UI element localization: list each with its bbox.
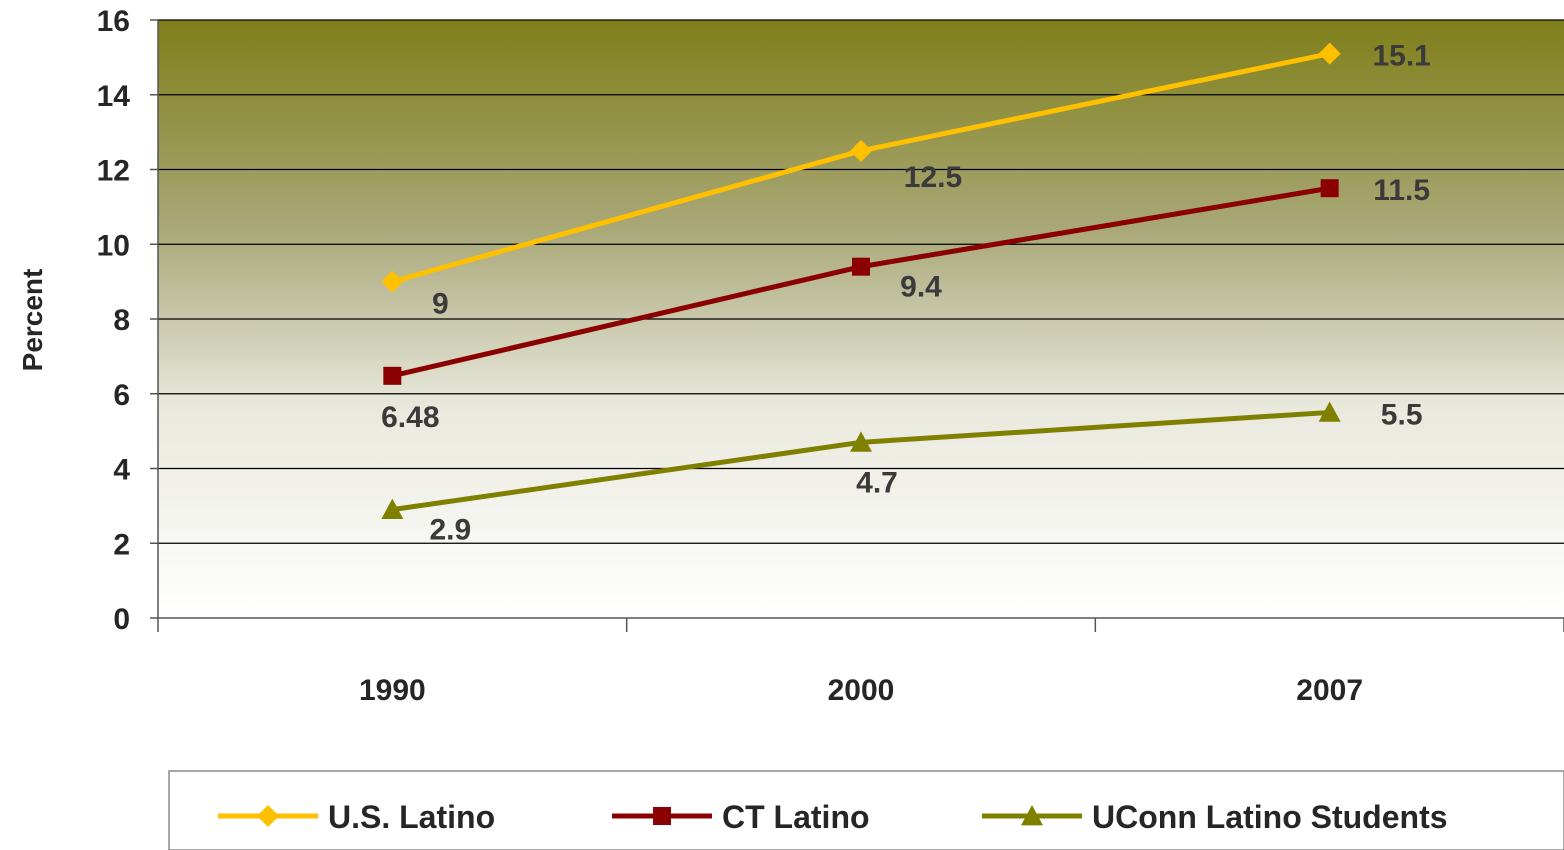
data-label-ct-latino-2007: 11.5 — [1373, 174, 1430, 207]
y-tick-label-10: 10 — [97, 229, 130, 262]
legend-marker-uconn-latino-students — [1021, 805, 1043, 826]
y-tick-label-14: 14 — [97, 80, 131, 113]
series-group — [381, 42, 1341, 519]
legend-label-uconn-latino-students: UConn Latino Students — [1092, 799, 1448, 835]
marker-uconn-latino-students-2000 — [850, 431, 872, 452]
x-axis-ticks: 1990 2000 2007 — [157, 618, 1564, 707]
data-label-ct-latino-1990: 6.48 — [381, 401, 439, 434]
y-axis-ticks: 0 2 4 6 8 10 12 14 16 — [97, 5, 158, 636]
marker-uconn-latino-students-2007 — [1318, 401, 1341, 422]
data-label-u-s-latino-2000: 12.5 — [904, 161, 962, 194]
legend-box — [168, 770, 1564, 850]
x-tick-label-2000: 2000 — [828, 674, 895, 707]
legend-items: U.S. Latino CT Latino UConn Latino Student… — [218, 799, 1448, 835]
legend-marker-ct-latino — [653, 807, 671, 825]
x-tick-label-2007: 2007 — [1296, 674, 1363, 707]
marker-ct-latino-2007 — [1320, 179, 1339, 198]
y-tick-label-16: 16 — [97, 5, 130, 38]
data-label-u-s-latino-2007: 15.1 — [1372, 40, 1430, 73]
y-tick-label-0: 0 — [113, 603, 130, 636]
gridlines — [158, 19, 1564, 544]
data-label-u-s-latino-1990: 9 — [432, 288, 449, 321]
marker-ct-latino-1990 — [383, 366, 402, 385]
data-label-uconn-latino-students-2000: 4.7 — [856, 466, 898, 499]
marker-u-s-latino-2000 — [850, 139, 872, 162]
marker-u-s-latino-1990 — [381, 270, 404, 293]
y-tick-label-6: 6 — [113, 379, 130, 412]
legend-label-u-s-latino: U.S. Latino — [328, 799, 495, 835]
data-label-uconn-latino-students-1990: 2.9 — [429, 514, 471, 547]
data-label-uconn-latino-students-2007: 5.5 — [1381, 398, 1423, 431]
y-tick-label-4: 4 — [113, 454, 130, 487]
legend-label-ct-latino: CT Latino — [722, 799, 870, 835]
data-labels: 9 12.5 15.1 6.48 9.4 11.5 2.9 4.7 5.5 — [381, 40, 1431, 547]
marker-ct-latino-2000 — [852, 257, 870, 276]
y-tick-label-2: 2 — [113, 528, 130, 561]
x-tick-label-1990: 1990 — [359, 674, 426, 707]
legend: U.S. Latino CT Latino UConn Latino Student… — [168, 770, 1564, 850]
y-tick-label-8: 8 — [113, 304, 130, 337]
marker-u-s-latino-2007 — [1318, 42, 1341, 65]
y-axis-title: Percent — [17, 269, 48, 372]
legend-marker-u-s-latino — [257, 805, 279, 827]
marker-uconn-latino-students-1990 — [381, 498, 404, 519]
data-label-ct-latino-2000: 9.4 — [900, 271, 942, 304]
y-tick-label-12: 12 — [97, 155, 130, 188]
